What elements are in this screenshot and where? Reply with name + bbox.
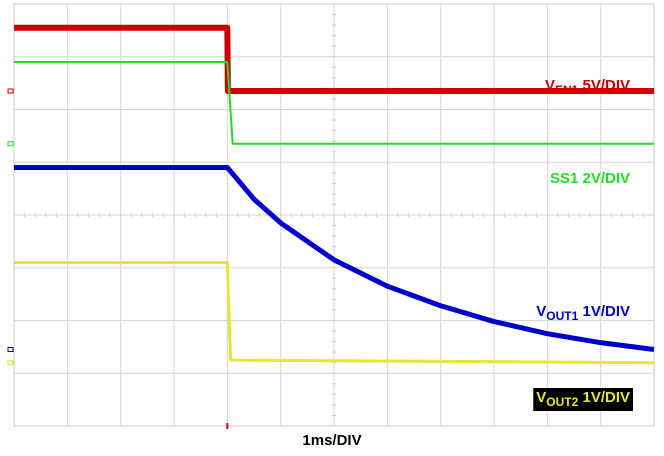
trace-1 (14, 61, 654, 145)
channel-marker (7, 141, 14, 147)
trace-label-2: VOUT1 1V/DIV (536, 303, 630, 323)
trace-label-3: VOUT2 1V/DIV (536, 389, 630, 409)
trace-label-1: SS1 2V/DIV (550, 170, 630, 187)
trace-3 (14, 260, 655, 365)
trace-label-0: VEN1 5V/DIV (545, 77, 630, 97)
x-axis-label: 1ms/DIV (302, 432, 362, 449)
scope-traces (7, 24, 655, 366)
trace-0 (14, 24, 654, 95)
trace-2 (14, 165, 655, 352)
scope-grid (13, 3, 655, 429)
channel-marker (7, 88, 14, 94)
trace-labels: VEN1 5V/DIV SS1 2V/DIV VOUT1 1V/DIV VOUT2 1… (533, 77, 633, 411)
channel-marker (7, 347, 14, 353)
label-background (533, 388, 633, 411)
channel-marker (7, 360, 14, 366)
